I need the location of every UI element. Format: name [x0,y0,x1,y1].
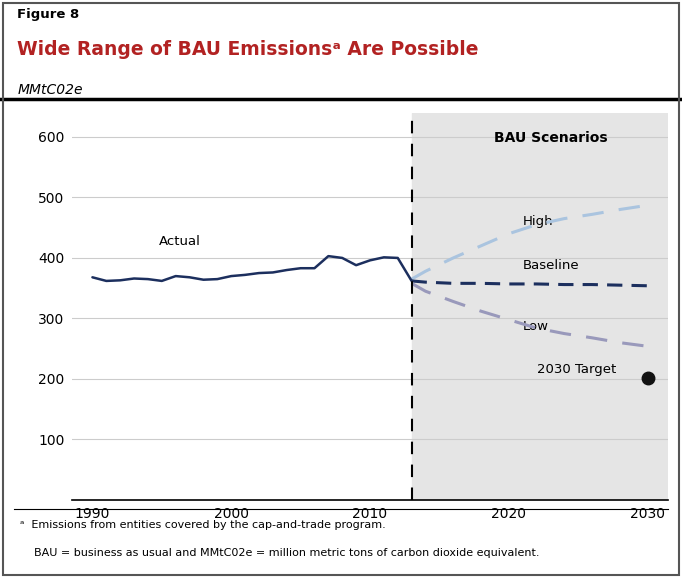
Text: Figure 8: Figure 8 [17,8,79,21]
Text: BAU Scenarios: BAU Scenarios [494,131,607,145]
Text: Actual: Actual [159,235,201,248]
Text: Low: Low [522,320,548,333]
Text: Baseline: Baseline [522,259,579,272]
Text: Wide Range of BAU Emissionsᵃ Are Possible: Wide Range of BAU Emissionsᵃ Are Possibl… [17,40,479,60]
Text: ᵃ  Emissions from entities covered by the cap-and-trade program.: ᵃ Emissions from entities covered by the… [20,520,386,530]
Bar [412,113,675,500]
Text: MMtC02e: MMtC02e [18,83,83,97]
Text: High: High [522,215,553,228]
Text: 2030 Target: 2030 Target [537,364,616,376]
Text: BAU = business as usual and MMtC02e = million metric tons of carbon dioxide equi: BAU = business as usual and MMtC02e = mi… [34,548,539,558]
